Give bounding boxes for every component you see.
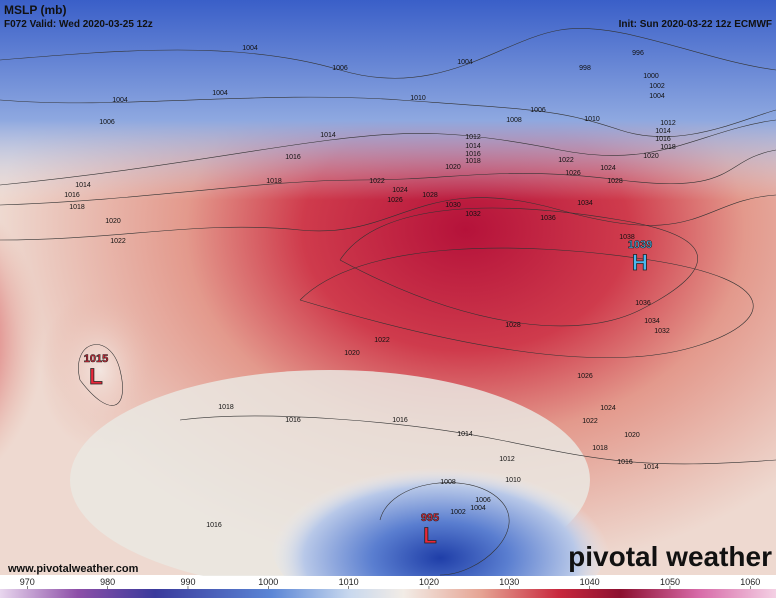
contour-label: 1016	[655, 136, 671, 143]
contour-label: 1022	[558, 157, 574, 164]
contour-label: 1004	[112, 97, 128, 104]
contour-label: 1020	[105, 218, 121, 225]
contour-label: 1000	[643, 73, 659, 80]
contour-label: 1010	[410, 95, 426, 102]
valid-time: F072 Valid: Wed 2020-03-25 12z	[4, 19, 153, 30]
map-title: MSLP (mb)	[4, 3, 66, 17]
contour-label: 1020	[344, 350, 360, 357]
contour-label: 1034	[644, 318, 660, 325]
contour-label: 1022	[374, 337, 390, 344]
contour-label: 1004	[212, 90, 228, 97]
contour-label: 1034	[577, 200, 593, 207]
contour-label: 1008	[440, 479, 456, 486]
colorbar-ticks: 970 980 990 1000 1010 1020 1030 1040 1050 1060	[20, 577, 760, 589]
contour-label: 1010	[505, 477, 521, 484]
contour-label: 1022	[369, 178, 385, 185]
contour-label: 1016	[392, 417, 408, 424]
contour-label: 1020	[624, 432, 640, 439]
contour-label: 1012	[465, 134, 481, 141]
contour-label: 1018	[266, 178, 282, 185]
contour-label: 1036	[540, 215, 556, 222]
center-value: 1039	[628, 239, 652, 251]
contour-label: 1028	[607, 178, 623, 185]
contour-label: 1014	[465, 143, 481, 150]
contour-label: 1024	[600, 405, 616, 412]
contour-label: 1032	[654, 328, 670, 335]
center-symbol: L	[423, 523, 436, 548]
center-value: 1015	[84, 353, 108, 365]
colorbar-tick-label: 1010	[339, 577, 359, 587]
colorbar-tick-label: 1050	[660, 577, 680, 587]
contour-labels: 1004100610041004100610101008100610049969…	[64, 45, 676, 529]
contour-label: 1006	[332, 65, 348, 72]
contour-label: 1022	[582, 418, 598, 425]
colorbar-tick-label: 970	[20, 577, 35, 587]
center-symbol: L	[89, 364, 102, 389]
contour-label: 1036	[635, 300, 651, 307]
contour-label: 1020	[643, 153, 659, 160]
contour-label: 1018	[592, 445, 608, 452]
contour-label: 1022	[110, 238, 126, 245]
website: www.pivotalweather.com	[7, 563, 139, 575]
contour-label: 1016	[64, 192, 80, 199]
colorbar-tick-label: 1040	[580, 577, 600, 587]
contour-label: 1018	[465, 158, 481, 165]
contour-label: 1008	[506, 117, 522, 124]
colorbar-tick-label: 1030	[499, 577, 519, 587]
colorbar-tick-label: 980	[100, 577, 115, 587]
contour-label: 1024	[392, 187, 408, 194]
contour-label: 1026	[565, 170, 581, 177]
contour-label: 1024	[600, 165, 616, 172]
contour-label: 1010	[584, 116, 600, 123]
contour-label: 1004	[242, 45, 258, 52]
contour-label: 998	[579, 65, 591, 72]
contour-label: 1018	[218, 404, 234, 411]
contour-label: 1014	[655, 128, 671, 135]
contour-label: 1002	[649, 83, 665, 90]
contour-label: 1004	[470, 505, 486, 512]
init-time: Init: Sun 2020-03-22 12z ECMWF	[619, 19, 772, 30]
contour-label: 1012	[499, 456, 515, 463]
contour-label: 1032	[465, 211, 481, 218]
center-symbol: H	[632, 250, 648, 275]
contour-label: 1006	[475, 497, 491, 504]
colorbar	[0, 589, 776, 598]
contour-label: 1014	[643, 464, 659, 471]
contour-label: 1012	[660, 120, 676, 127]
contour-label: 1018	[69, 204, 85, 211]
center-value: 995	[421, 512, 439, 524]
contour-label: 1028	[422, 192, 438, 199]
contour-label: 1028	[505, 322, 521, 329]
contour-label: 1026	[577, 373, 593, 380]
contour-label: 996	[632, 50, 644, 57]
contour-label: 1014	[75, 182, 91, 189]
contour-label: 1016	[206, 522, 222, 529]
contour-label: 1016	[285, 154, 301, 161]
contour-label: 1006	[99, 119, 115, 126]
colorbar-tick-label: 990	[180, 577, 195, 587]
contour-label: 1016	[285, 417, 301, 424]
contour-label: 1026	[387, 197, 403, 204]
contour-label: 1020	[445, 164, 461, 171]
contour-label: 1030	[445, 202, 461, 209]
contour-label: 1016	[465, 151, 481, 158]
colorbar-tick-label: 1000	[258, 577, 278, 587]
contour-label: 1004	[649, 93, 665, 100]
contour-label: 1004	[457, 59, 473, 66]
contour-label: 1038	[619, 234, 635, 241]
colorbar-tick-label: 1060	[740, 577, 760, 587]
contour-label: 1002	[450, 509, 466, 516]
contour-label: 1018	[660, 144, 676, 151]
contour-label: 1014	[457, 431, 473, 438]
contour-label: 1014	[320, 132, 336, 139]
contour-label: 1006	[530, 107, 546, 114]
colorbar-tick-label: 1020	[419, 577, 439, 587]
logo: pivotal weather	[568, 541, 772, 572]
contour-label: 1016	[617, 459, 633, 466]
